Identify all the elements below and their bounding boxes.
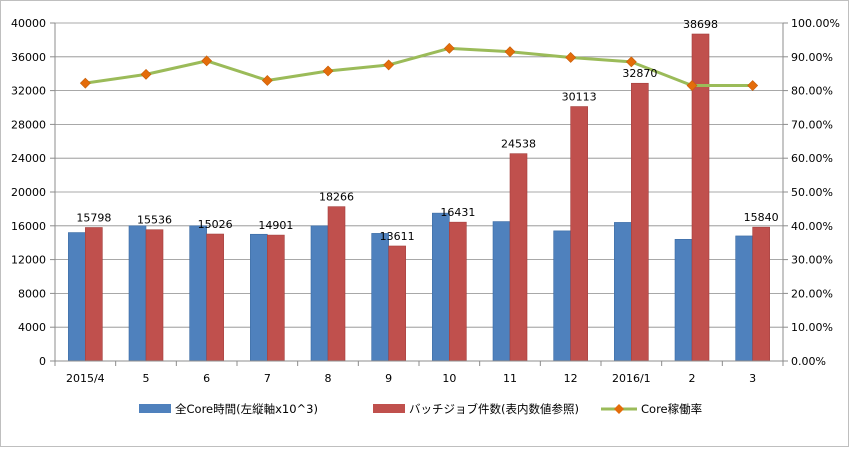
left-tick-label: 40000 <box>11 17 46 30</box>
batch-job-bar <box>631 82 649 362</box>
core-time-bar <box>432 212 450 362</box>
core-time-bar <box>68 232 86 362</box>
right-tick-label: 20.00% <box>791 287 833 300</box>
utilization-marker <box>79 77 91 89</box>
batch-job-bar <box>327 206 346 362</box>
core-time-bar <box>310 225 329 362</box>
left-tick-label: 28000 <box>11 118 46 131</box>
legend-swatch-core-time <box>139 404 171 413</box>
data-label: 18266 <box>319 191 354 204</box>
right-tick-label: 30.00% <box>791 254 833 267</box>
data-label: 13611 <box>380 230 415 243</box>
legend: 全Core時間(左縦軸x10^3) バッチジョブ件数(表内数値参照) Core稼働率 <box>139 402 702 416</box>
batch-job-bar <box>267 234 285 362</box>
batch-job-bar <box>388 245 406 362</box>
data-label: 14901 <box>258 219 293 232</box>
left-tick-label: 16000 <box>11 220 46 233</box>
data-label: 30113 <box>562 91 597 104</box>
data-label: 32870 <box>622 67 657 80</box>
core-time-bar <box>492 221 511 362</box>
data-label: 16431 <box>440 206 475 219</box>
x-tick-label: 12 <box>564 372 578 385</box>
utilization-marker <box>261 75 273 86</box>
x-tick-label: 6 <box>203 372 210 385</box>
x-tick-label: 2016/1 <box>612 372 651 385</box>
x-tick-label: 2015/4 <box>66 372 105 385</box>
data-labels: 15798 15536 15026 14901 18266 13611 16431 24538… <box>76 18 778 243</box>
left-tick-label: 36000 <box>11 51 46 64</box>
data-label: 15536 <box>137 214 172 227</box>
batch-job-bar <box>85 227 103 362</box>
right-tick-label: 50.00% <box>791 186 833 199</box>
core-time-bar <box>371 233 389 362</box>
legend-swatch-batch-jobs <box>373 404 405 413</box>
data-label: 38698 <box>683 18 718 31</box>
left-tick-label: 20000 <box>11 186 46 199</box>
x-tick-label: 10 <box>442 372 456 385</box>
legend-label: 全Core時間(左縦軸x10^3) <box>175 402 318 416</box>
core-time-bar <box>614 222 632 362</box>
utilization-marker <box>565 52 577 63</box>
utilization-marker <box>625 56 637 68</box>
legend-label: バッチジョブ件数(表内数値参照) <box>409 402 579 416</box>
x-tick-label: 3 <box>749 372 756 385</box>
utilization-marker <box>443 42 455 54</box>
data-label: 24538 <box>501 138 536 151</box>
core-time-bar <box>250 233 268 362</box>
utilization-marker <box>201 55 213 67</box>
right-tick-label: 80.00% <box>791 85 833 98</box>
left-tick-label: 32000 <box>11 85 46 98</box>
core-time-bar <box>674 239 693 362</box>
batch-job-bar <box>570 106 588 362</box>
x-tick-label: 9 <box>385 372 392 385</box>
core-time-bar <box>189 225 207 362</box>
utilization-line <box>85 46 753 88</box>
utilization-marker <box>504 46 516 58</box>
gridlines <box>55 22 783 328</box>
batch-job-bar <box>206 233 224 362</box>
bar-series <box>68 33 770 362</box>
left-tick-label: 24000 <box>11 152 46 165</box>
core-time-bar <box>128 225 147 362</box>
x-tick-label: 5 <box>143 372 150 385</box>
legend-marker-utilization <box>614 404 624 414</box>
right-tick-label: 100.00% <box>791 17 840 30</box>
data-label: 15840 <box>744 211 779 224</box>
utilization-marker <box>140 68 152 80</box>
data-label: 15798 <box>76 212 111 225</box>
batch-job-bar <box>752 226 770 362</box>
batch-job-bar <box>449 221 467 362</box>
batch-job-bar <box>145 229 164 362</box>
x-tick-label: 2 <box>689 372 696 385</box>
right-tick-label: 90.00% <box>791 51 833 64</box>
data-label: 15026 <box>198 218 233 231</box>
left-tick-label: 4000 <box>18 321 46 334</box>
utilization-marker <box>383 59 395 71</box>
utilization-marker <box>747 80 759 91</box>
core-time-bar <box>735 235 753 362</box>
x-tick-label: 8 <box>325 372 332 385</box>
legend-label: Core稼働率 <box>641 402 702 416</box>
right-tick-label: 10.00% <box>791 321 833 334</box>
axes: 0 4000 8000 12000 16000 20000 24000 28000 32000 3… <box>11 17 840 385</box>
x-tick-label: 11 <box>503 372 517 385</box>
core-time-bar <box>553 230 571 362</box>
line-series <box>79 42 759 91</box>
utilization-marker <box>322 65 334 77</box>
left-tick-label: 0 <box>39 355 46 368</box>
x-tick-label: 7 <box>264 372 271 385</box>
right-tick-label: 60.00% <box>791 152 833 165</box>
utilization-marker <box>686 80 698 91</box>
left-tick-label: 12000 <box>11 254 46 267</box>
right-tick-label: 40.00% <box>791 220 833 233</box>
batch-job-bar <box>509 153 528 362</box>
left-tick-label: 8000 <box>18 287 46 300</box>
right-tick-label: 0.00% <box>791 355 826 368</box>
right-tick-label: 70.00% <box>791 118 833 131</box>
